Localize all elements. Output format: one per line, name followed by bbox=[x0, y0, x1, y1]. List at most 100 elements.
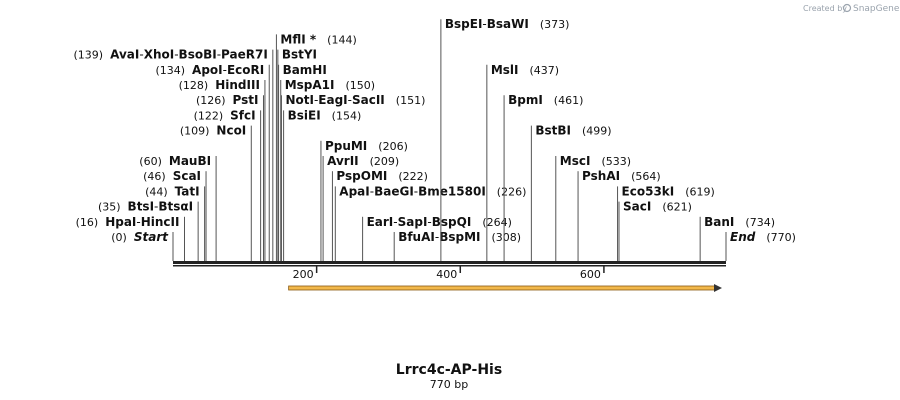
enzyme-name: MspA1I bbox=[285, 78, 335, 92]
site-position: (16) bbox=[76, 216, 99, 229]
enzyme-name: MslI bbox=[491, 63, 519, 77]
site-bamhi[interactable]: BamHI bbox=[278, 63, 327, 261]
enzyme-name: AvrII bbox=[327, 154, 359, 168]
site-psti[interactable]: (126) PstI bbox=[196, 93, 264, 261]
feature-arrow[interactable] bbox=[288, 284, 722, 292]
enzyme-name: BspEI bbox=[445, 17, 483, 31]
enzyme-name: PpuMI bbox=[325, 139, 367, 153]
credit-brand: SnapGene bbox=[853, 4, 900, 14]
name-separator: - bbox=[136, 215, 140, 229]
enzyme-name: Eco53kI bbox=[622, 184, 675, 198]
site-apoi[interactable]: (134) ApoI - EcoRI bbox=[155, 63, 270, 261]
site-saci[interactable]: SacI (621) bbox=[618, 200, 692, 261]
site-position: (533) bbox=[601, 155, 631, 168]
site-mspa1i[interactable]: MspA1I (150) bbox=[280, 78, 376, 261]
site-msli[interactable]: MslI (437) bbox=[486, 63, 559, 261]
site-hindiii[interactable]: (128) HindIII bbox=[179, 78, 266, 261]
site-position: (222) bbox=[398, 170, 428, 183]
enzyme-name: BsaWI bbox=[487, 17, 529, 31]
enzyme-name: BaeGI bbox=[374, 184, 414, 198]
site-scai[interactable]: (46) ScaI bbox=[143, 169, 207, 261]
site-bstyi[interactable]: BstYI bbox=[277, 48, 317, 261]
site-position: (621) bbox=[662, 201, 692, 214]
enzyme-name: MflI * bbox=[280, 32, 316, 46]
enzyme-name: BanI bbox=[704, 215, 734, 229]
name-separator: - bbox=[348, 93, 352, 107]
site-maubi[interactable]: (60) MauBI bbox=[139, 154, 217, 261]
name-separator: - bbox=[174, 48, 178, 62]
name-separator: - bbox=[314, 93, 318, 107]
site-position: (151) bbox=[396, 94, 426, 107]
axis-ticks: 200 400 600 bbox=[293, 266, 605, 281]
site-position: (60) bbox=[139, 155, 162, 168]
site-bani[interactable]: BanI (734) bbox=[699, 215, 775, 261]
enzyme-name: SfcI bbox=[230, 108, 255, 122]
site-end[interactable]: End (770) bbox=[725, 230, 796, 261]
enzyme-name: XhoI bbox=[144, 48, 175, 62]
site-position: (734) bbox=[745, 216, 775, 229]
enzyme-name: NcoI bbox=[216, 124, 246, 138]
name-separator: - bbox=[223, 63, 227, 77]
site-position: (35) bbox=[98, 201, 121, 214]
site-position: (226) bbox=[497, 185, 527, 198]
site-msci[interactable]: MscI (533) bbox=[555, 154, 631, 261]
site-position: (134) bbox=[155, 64, 185, 77]
site-bsiei[interactable]: BsiEI (154) bbox=[283, 108, 362, 261]
site-avrii[interactable]: AvrII (209) bbox=[322, 154, 399, 261]
enzyme-name: PspOMI bbox=[336, 169, 387, 183]
enzyme-name: EcoRI bbox=[227, 63, 264, 77]
site-bstbi[interactable]: BstBI (499) bbox=[530, 124, 612, 261]
site-position: (44) bbox=[145, 185, 168, 198]
sequence-backbone bbox=[173, 261, 726, 267]
site-position: (461) bbox=[554, 94, 584, 107]
site-position: (206) bbox=[378, 140, 408, 153]
name-separator: - bbox=[414, 184, 418, 198]
name-separator: - bbox=[139, 48, 143, 62]
feature-body bbox=[288, 285, 717, 291]
site-ppumi[interactable]: PpuMI (206) bbox=[320, 139, 408, 261]
snapgene-credit: Created by SnapGene bbox=[803, 3, 900, 14]
site-avai[interactable]: (139) AvaI - XhoI - BsoBI - PaeR7I bbox=[74, 48, 274, 261]
name-separator: - bbox=[217, 48, 221, 62]
site-noti[interactable]: NotI - EagI - SacII (151) bbox=[280, 93, 426, 261]
tick-label: 400 bbox=[436, 268, 457, 281]
site-sfci[interactable]: (122) SfcI bbox=[194, 108, 262, 261]
enzyme-name: BsiEI bbox=[288, 108, 321, 122]
site-position: (499) bbox=[582, 125, 612, 138]
site-bfuai[interactable]: BfuAI - BspMI (308) bbox=[393, 230, 522, 261]
enzyme-name: MauBI bbox=[169, 154, 211, 168]
site-btsi[interactable]: (35) BtsI - BtsαI bbox=[98, 200, 199, 261]
site-position: (150) bbox=[346, 79, 376, 92]
site-position: (126) bbox=[196, 94, 226, 107]
tick-label: 200 bbox=[293, 268, 314, 281]
site-start[interactable]: (0) Start bbox=[111, 230, 174, 261]
site-hpai[interactable]: (16) HpaI - HincII bbox=[76, 215, 185, 261]
site-pspomi[interactable]: PspOMI (222) bbox=[331, 169, 428, 261]
site-eco53ki[interactable]: Eco53kI (619) bbox=[617, 184, 715, 261]
site-tati[interactable]: (44) TatI bbox=[145, 184, 206, 261]
enzyme-name: PshAI bbox=[582, 169, 620, 183]
feature-arrowhead-icon bbox=[714, 284, 722, 292]
site-bpmi[interactable]: BpmI (461) bbox=[503, 93, 584, 261]
enzyme-name: BtsI bbox=[128, 200, 154, 214]
enzyme-name: ApaI bbox=[339, 184, 369, 198]
enzyme-name: End bbox=[730, 230, 756, 244]
enzyme-name: BspMI bbox=[439, 230, 480, 244]
name-separator: - bbox=[154, 200, 158, 214]
site-position: (0) bbox=[111, 231, 127, 244]
sequence-length: 770 bp bbox=[430, 378, 468, 391]
site-ncoi[interactable]: (109) NcoI bbox=[180, 124, 252, 261]
backbone-top-strand bbox=[173, 261, 726, 264]
name-separator: - bbox=[370, 184, 374, 198]
enzyme-name: BamHI bbox=[283, 63, 327, 77]
enzyme-name: ApoI bbox=[192, 63, 223, 77]
enzyme-name: Start bbox=[134, 230, 169, 244]
site-mfli[interactable]: MflI * (144) bbox=[275, 32, 357, 261]
site-position: (122) bbox=[194, 109, 224, 122]
name-separator: - bbox=[482, 17, 486, 31]
site-position: (308) bbox=[492, 231, 522, 244]
site-pshai[interactable]: PshAI (564) bbox=[577, 169, 661, 261]
enzyme-name: HincII bbox=[141, 215, 180, 229]
site-bspei[interactable]: BspEI - BsaWI (373) bbox=[440, 17, 570, 261]
